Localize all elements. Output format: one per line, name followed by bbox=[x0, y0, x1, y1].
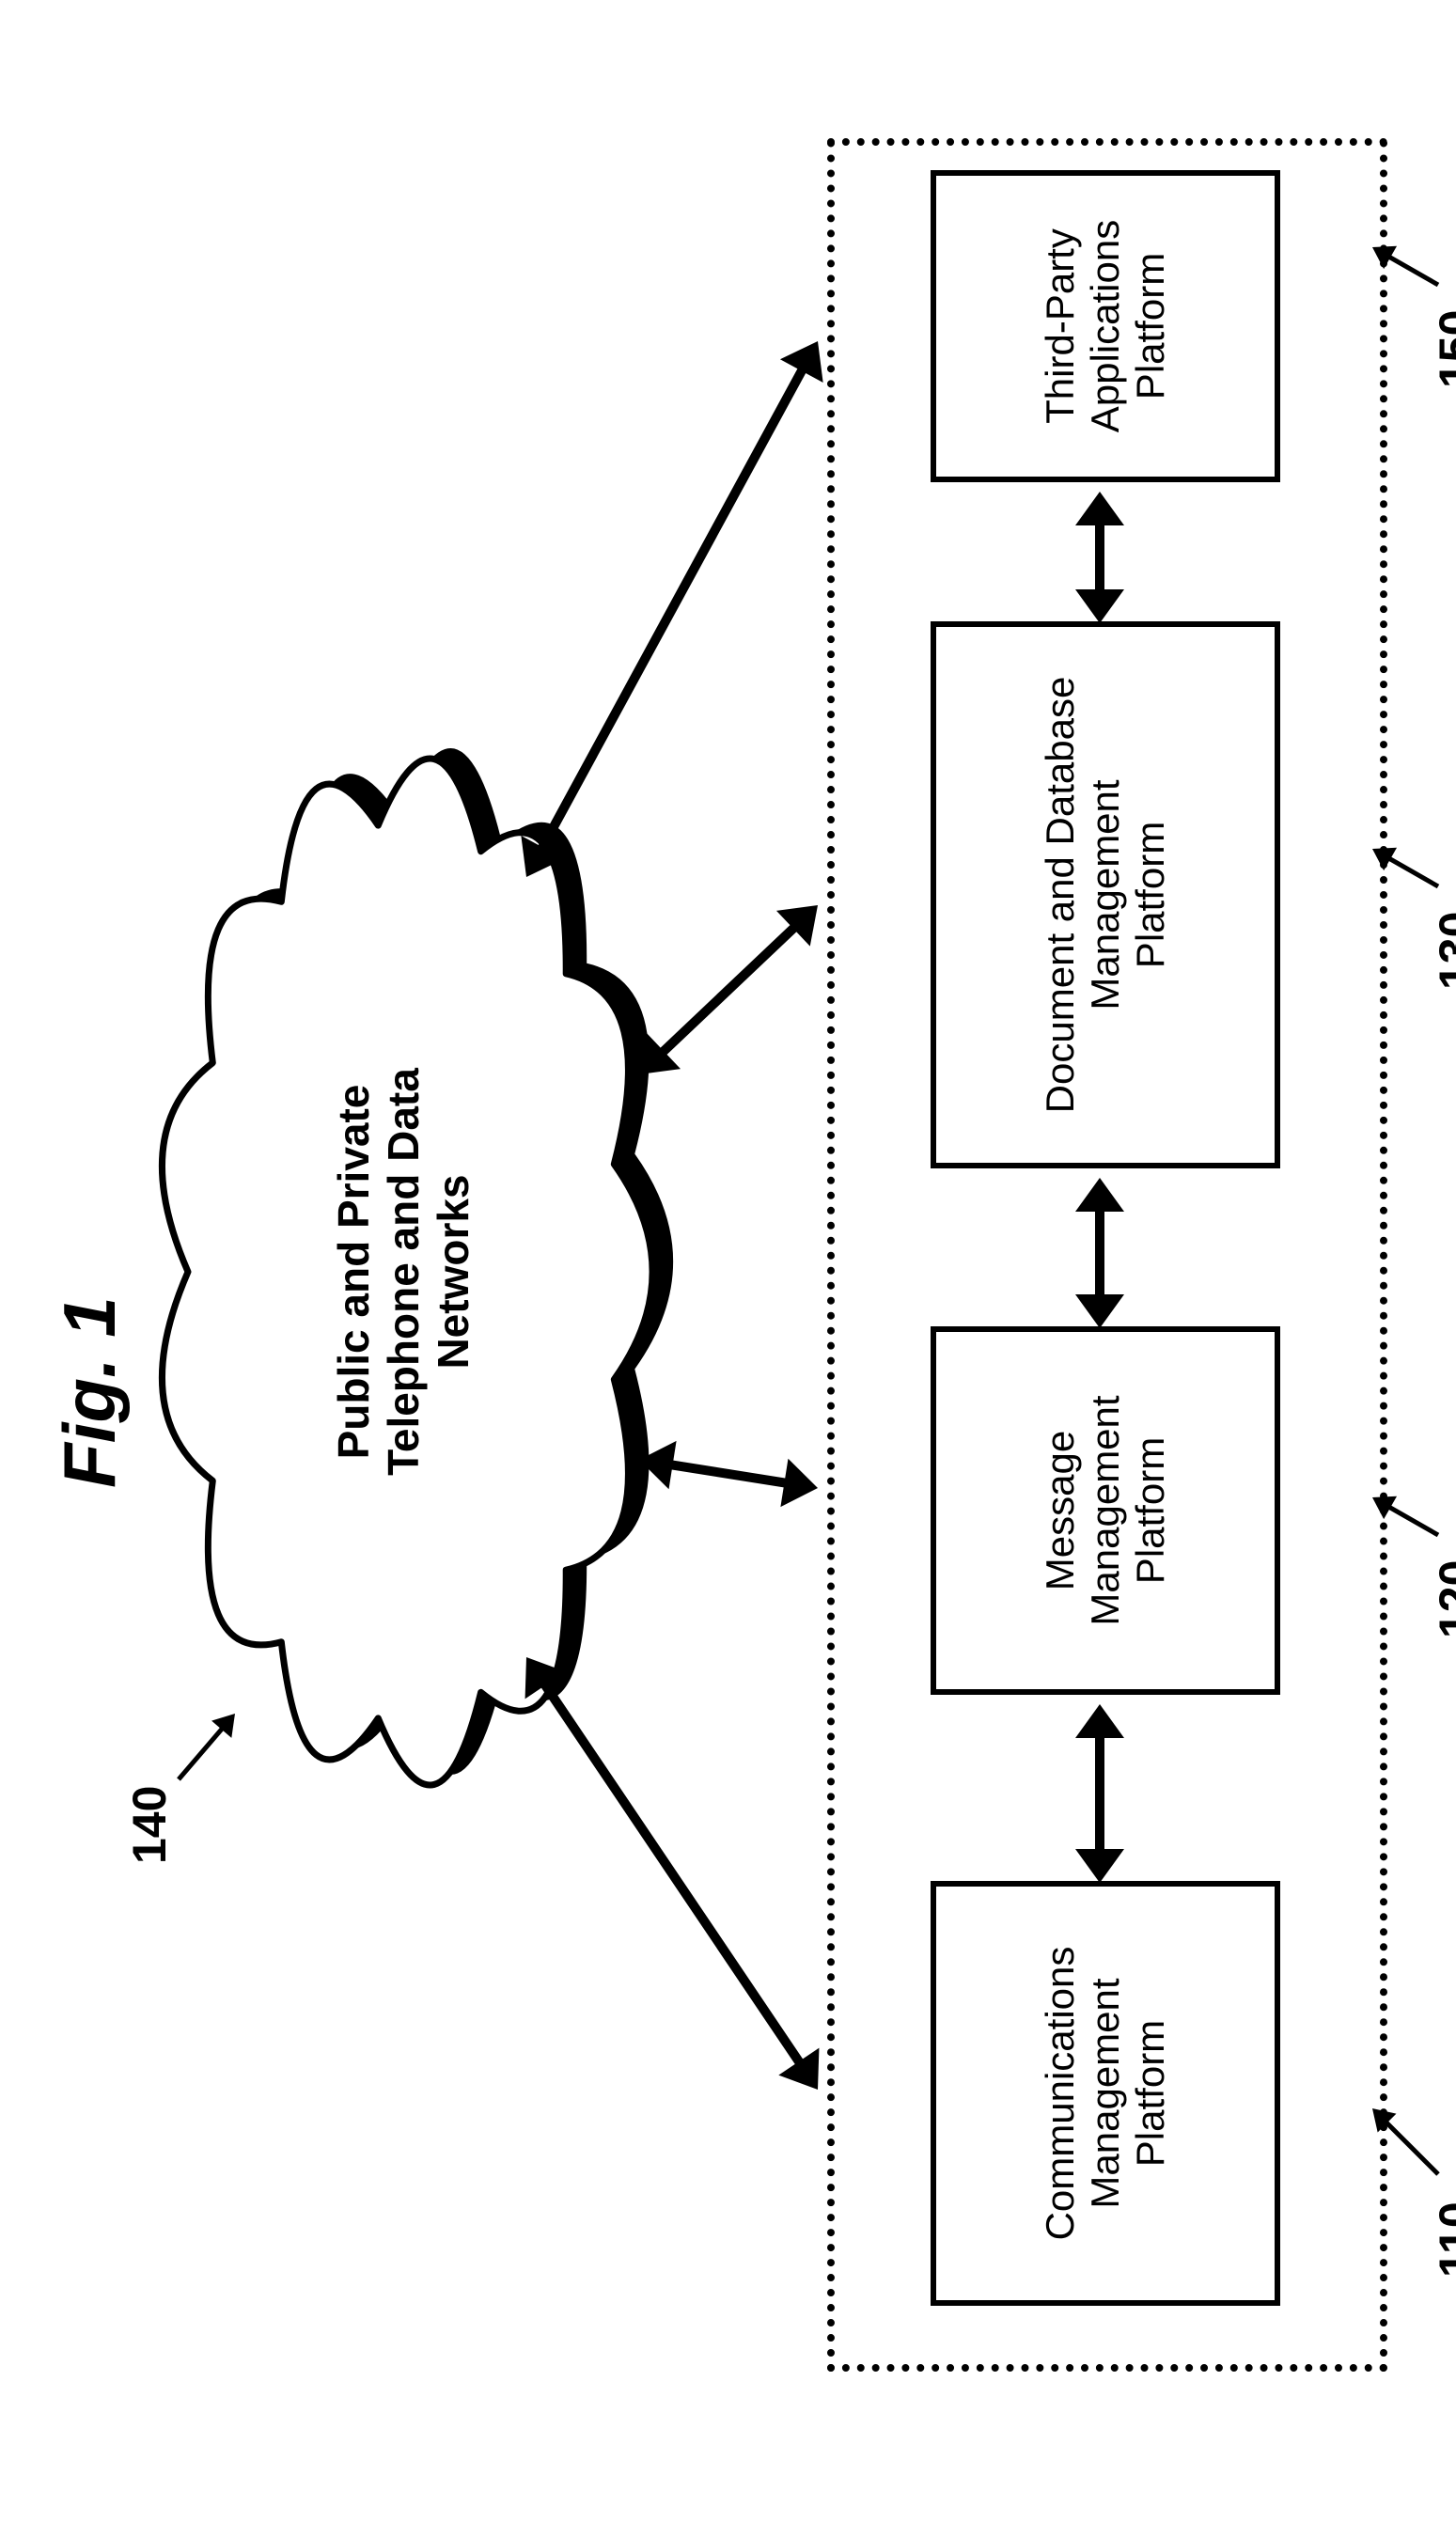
arrow-cloud-3 bbox=[470, 285, 874, 933]
platform-comm: Communications Management Platform bbox=[931, 1881, 1280, 2306]
arrow-platform-0 bbox=[1043, 1648, 1156, 1939]
platform-doc: Document and Database Management Platfor… bbox=[931, 621, 1280, 1168]
arrow-platform-2 bbox=[1043, 435, 1156, 680]
arrow-cloud-1 bbox=[583, 1403, 874, 1544]
network-cloud-label: Public and Private Telephone and Data Ne… bbox=[329, 745, 478, 1798]
arrow-platform-1 bbox=[1043, 1121, 1156, 1385]
arrow-cloud-0 bbox=[470, 1601, 874, 2146]
